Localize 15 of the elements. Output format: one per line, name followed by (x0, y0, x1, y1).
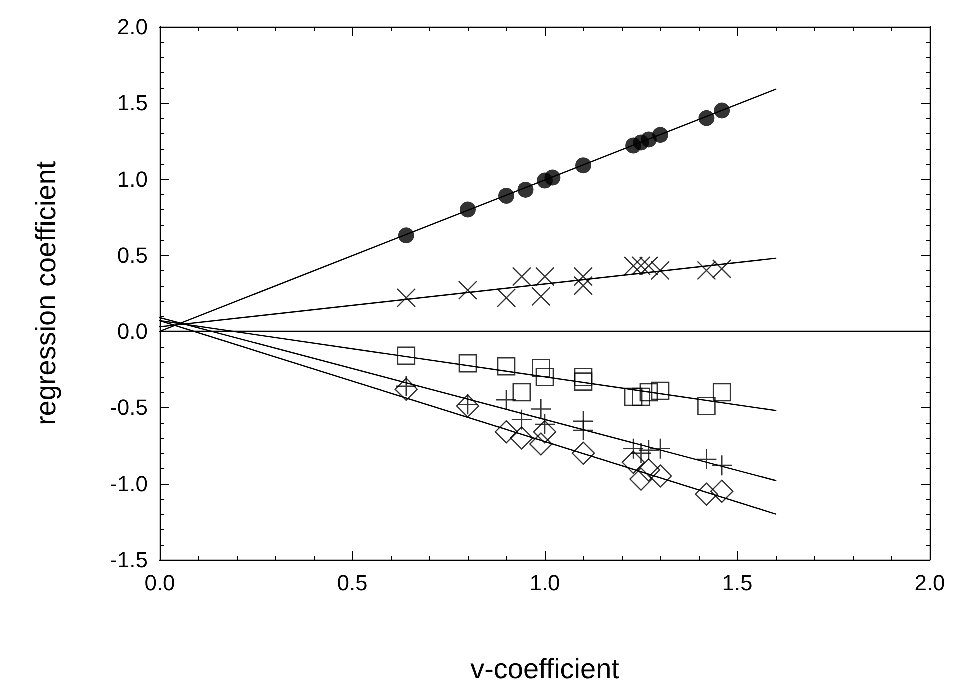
x-axis-title: v-coefficient (470, 654, 620, 684)
y-tick-label: 2.0 (117, 14, 148, 40)
y-tick-label: -1.5 (110, 548, 148, 572)
y-tick-label: 0.0 (117, 319, 148, 344)
y-tick-label: -0.5 (110, 395, 148, 420)
y-tick-label: 0.5 (117, 242, 148, 268)
y-axis-title: regression coefficient (30, 161, 62, 426)
x-tick-label: 2.0 (914, 570, 946, 596)
x-tick-label: 1.0 (530, 570, 560, 596)
y-tick-label: 1.5 (117, 90, 148, 116)
x-tick-label: 0.5 (337, 570, 368, 596)
x-tick-label: 0.0 (144, 570, 176, 596)
x-tick-label: 1.5 (722, 570, 753, 596)
y-tick-label: 1.0 (117, 166, 148, 192)
y-tick-label: -1.0 (110, 471, 148, 496)
